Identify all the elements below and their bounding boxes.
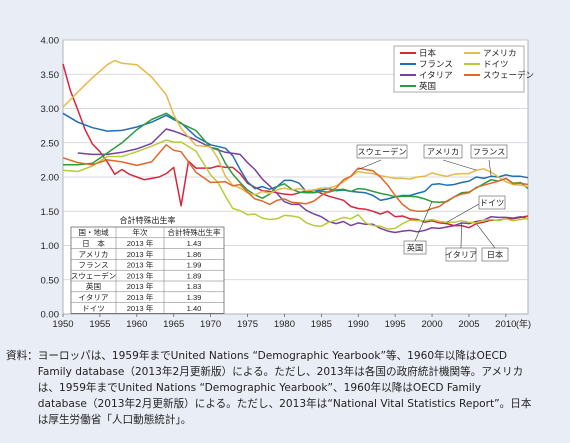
table-cell: スウェーデン (71, 270, 117, 280)
callout-leader (488, 159, 492, 177)
series-line (62, 139, 529, 230)
source-note: 資料： ヨーロッパは、1959年までUnited Nations “Demogr… (6, 348, 562, 428)
table-cell: 2013 年 (127, 292, 154, 302)
callout-label: 英国 (407, 243, 423, 253)
callout-leader (476, 223, 496, 249)
callout-box (481, 247, 509, 262)
y-tick-label: 2.00 (41, 173, 60, 184)
y-tick-label: 2.50 (41, 138, 60, 149)
y-tick-label: 1.50 (41, 207, 60, 218)
table-header-cell: 国・地域 (78, 227, 109, 237)
line-chart-svg: 0.00 0.50 1.00 1.50 2.00 2.50 3.00 3.50 4.00 195… (41, 36, 535, 331)
callout-box (356, 144, 408, 159)
source-line: database（2013年2月更新版）による。ただし、2013年は“Natio… (37, 398, 532, 410)
y-tick-label: 0.00 (41, 310, 60, 321)
callout-leader (414, 201, 433, 242)
table-cell: 2013 年 (127, 303, 154, 313)
table-header-cell: 年次 (132, 227, 148, 237)
table-cell: フランス (78, 261, 108, 270)
callout-label: 日本 (487, 250, 503, 260)
legend-label: スウェーデン (483, 70, 534, 80)
y-tick-label: 0.50 (41, 275, 60, 286)
source-line: は厚生労働省「人口動態統計」。 (37, 414, 192, 426)
x-tick-label: 2000 (421, 319, 442, 330)
series-line (62, 63, 529, 229)
table-cell: 1.89 (187, 271, 202, 280)
callout-box (445, 247, 477, 262)
y-tick-label: 4.00 (41, 36, 60, 47)
table-cell: 1.39 (187, 293, 202, 302)
callout-label: アメリカ (427, 148, 459, 157)
callout-leader (446, 203, 480, 223)
y-tick-label: 3.50 (41, 70, 60, 81)
table-cell: 1.83 (187, 282, 202, 291)
callout-leader (358, 159, 382, 170)
table-cell: 英国 (86, 281, 101, 291)
table-cell: 1.99 (187, 261, 202, 270)
table-cell: 1.86 (187, 250, 202, 259)
table-cell: 2013 年 (127, 260, 154, 270)
legend-label: ドイツ (483, 59, 509, 69)
x-axis-unit: (年) (516, 318, 531, 329)
callout-leader (442, 159, 477, 171)
y-tick-label: 3.00 (41, 104, 60, 115)
series-lines (62, 59, 529, 234)
x-tick-label: 1985 (311, 319, 332, 330)
table-cell: アメリカ (79, 250, 109, 259)
x-tick-label: 1965 (163, 319, 184, 330)
callout-label: スウェーデン (357, 147, 406, 157)
y-tick-label: 1.00 (41, 241, 60, 252)
x-tick-label: 1980 (274, 319, 295, 330)
x-tick-label: 2005 (458, 319, 479, 330)
table-cell: イタリア (78, 293, 108, 302)
source-text: ヨーロッパは、1959年までUnited Nations “Demographi… (38, 348, 562, 428)
legend-label: アメリカ (483, 48, 517, 58)
x-tick-label: 1995 (385, 319, 406, 330)
table-cell: 2013 年 (127, 249, 154, 259)
table-cell: 2013 年 (127, 270, 154, 280)
callout-box (470, 144, 508, 159)
y-tick-labels: 0.00 0.50 1.00 1.50 2.00 2.50 3.00 3.50 4.00 (41, 36, 60, 321)
callout-box (423, 144, 463, 159)
source-label: 資料： (6, 350, 38, 362)
source-line: ヨーロッパは、1959年までUnited Nations “Demographi… (37, 350, 508, 362)
table-title: 合計特殊出生率 (120, 215, 176, 225)
x-tick-label: 1975 (237, 319, 258, 330)
x-tick-label: 1950 (52, 319, 73, 330)
callout-leader (460, 222, 462, 249)
x-tick-label: 1960 (126, 319, 147, 330)
callout-box (478, 195, 506, 210)
callout-label: ドイツ (480, 199, 505, 208)
legend-label: 日本 (419, 48, 437, 58)
table-header-cell: 合計特殊出生率 (167, 227, 221, 237)
source-line: は、1959年までUnited Nations “Demographic Yea… (37, 382, 481, 394)
x-tick-label: 2010 (495, 319, 516, 330)
callout-box (403, 240, 427, 255)
fertility-rate-chart: 0.00 0.50 1.00 1.50 2.00 2.50 3.00 3.50 4.00 195… (41, 36, 535, 331)
callout-label: フランス (473, 148, 506, 157)
x-tick-label: 1955 (89, 319, 110, 330)
series-line (62, 59, 529, 196)
x-tick-label: 1970 (200, 319, 221, 330)
table-cell: 2013 年 (127, 281, 154, 291)
series-line (62, 144, 529, 213)
x-tick-labels: 1950 1955 1960 1965 1970 1975 1980 1985 1990 1995… (52, 314, 516, 330)
table-cell: 1.43 (187, 239, 202, 248)
callout-label: イタリア (445, 251, 477, 260)
legend-label: 英国 (419, 81, 436, 91)
x-tick-label: 1990 (348, 319, 369, 330)
table-cell: 日 本 (82, 238, 105, 248)
table-cell: 2013 年 (127, 238, 154, 248)
legend-label: フランス (419, 59, 453, 69)
table-cell: 1.40 (187, 304, 202, 313)
source-line: Family database（2013年2月更新版）による。ただし、2013年… (37, 366, 524, 378)
table-cell: ドイツ (82, 304, 105, 313)
legend-label: イタリア (419, 70, 453, 80)
